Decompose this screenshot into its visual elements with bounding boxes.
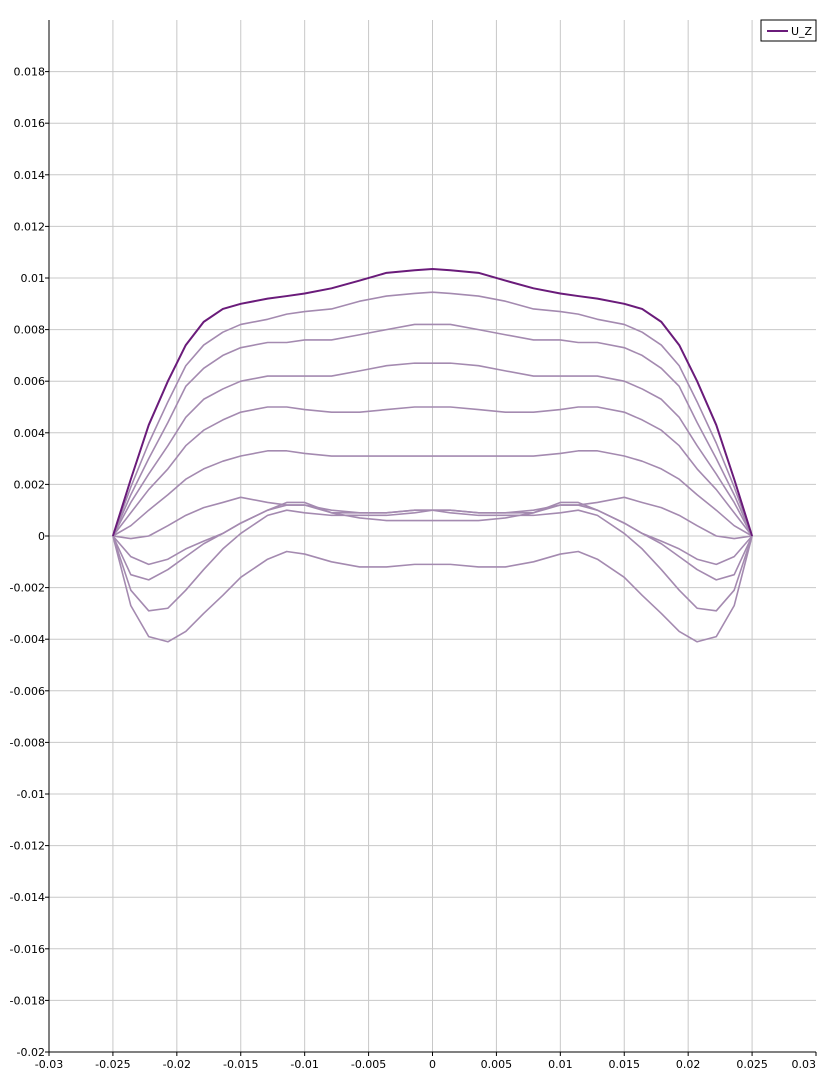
series-line-u-z [111,267,754,537]
y-tick-label: 0.008 [14,324,46,337]
y-tick-label: -0.014 [10,891,45,904]
x-tick-label: 0.02 [676,1058,701,1071]
y-tick-label: -0.018 [10,994,45,1007]
y-tick-label: 0.002 [14,478,46,491]
x-tick-label: 0.03 [792,1058,817,1071]
series-line-history [112,323,753,537]
y-tick-label: -0.004 [10,633,45,646]
y-tick-label: -0.002 [10,582,45,595]
y-tick-label: 0.004 [14,427,46,440]
series-line-history [112,291,753,537]
y-tick-label: 0.01 [21,272,46,285]
series-lines [111,267,754,643]
tick-labels: -0.03 -0.025 -0.02 -0.015 -0.01 -0.005 0 0.005 0… [10,66,816,1071]
y-tick-label: -0.02 [17,1046,45,1059]
x-tick-label: -0.025 [95,1058,130,1071]
y-tick-label: 0.014 [14,169,46,182]
series-line-history [112,362,753,537]
y-tick-label: 0.018 [14,66,46,79]
series-line-history [112,450,753,537]
legend-box [760,19,817,42]
y-tick-label: 0.006 [14,375,46,388]
series-line-history [112,535,753,643]
x-tick-label: 0.025 [736,1058,768,1071]
series-line-history [112,509,753,612]
x-tick-label: 0 [429,1058,436,1071]
axes [45,20,817,1056]
x-tick-label: -0.01 [290,1058,318,1071]
y-tick-label: -0.012 [10,840,45,853]
x-tick-label: -0.02 [163,1058,191,1071]
x-tick-label: 0.005 [481,1058,513,1071]
x-tick-label: 0.01 [548,1058,573,1071]
x-tick-label: -0.03 [35,1058,63,1071]
y-tick-label: -0.006 [10,685,45,698]
series-line-history [112,501,753,566]
y-tick-label: -0.008 [10,736,45,749]
y-tick-label: 0 [38,530,45,543]
legend: U_Z [760,19,817,42]
y-tick-label: -0.016 [10,943,45,956]
y-tick-label: 0.012 [14,220,46,233]
x-tick-label: 0.015 [609,1058,641,1071]
x-tick-label: -0.015 [223,1058,258,1071]
grid [49,20,816,1052]
x-tick-label: -0.005 [351,1058,386,1071]
series-line-history [112,406,753,537]
y-tick-label: 0.016 [14,117,46,130]
y-tick-label: -0.01 [17,788,45,801]
legend-label: U_Z [791,25,813,38]
